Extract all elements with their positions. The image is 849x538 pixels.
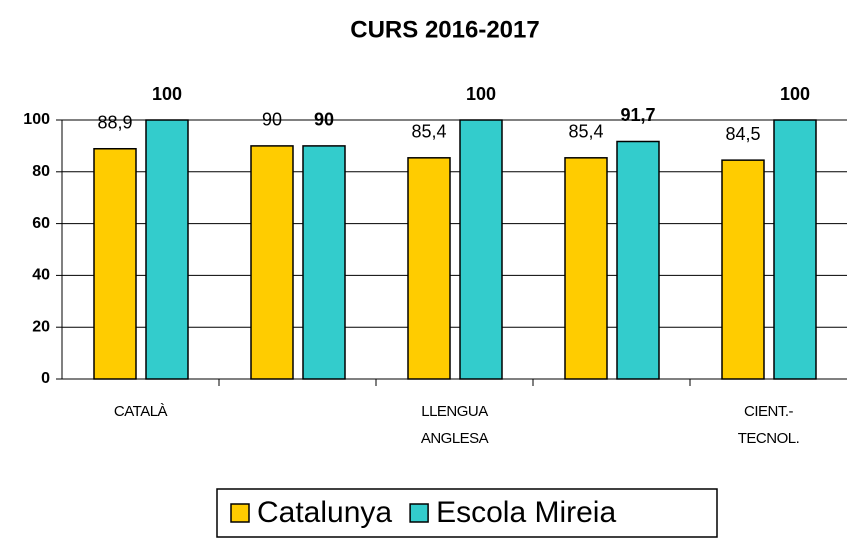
- legend-swatch: [230, 503, 250, 523]
- x-tick-label-line: CIENT.-: [744, 403, 794, 420]
- y-tick-label: 40: [32, 267, 50, 284]
- legend-swatch: [409, 503, 429, 523]
- data-label: 91,7: [620, 105, 655, 125]
- x-tick-label-line: TECNOL.: [738, 430, 800, 447]
- chart-title: CURS 2016-2017: [350, 16, 539, 43]
- x-tick-label: LLENGUA ANGLESA: [421, 403, 489, 447]
- bar: [616, 140, 660, 380]
- bar: [250, 145, 294, 380]
- data-label: 90: [314, 110, 334, 130]
- data-label: 100: [466, 84, 496, 104]
- y-tick-label: 20: [32, 318, 50, 335]
- x-tick-label-line: CATALÀ: [114, 403, 168, 420]
- legend-label: Catalunya: [257, 496, 392, 529]
- x-tick-label-line: ANGLESA: [421, 430, 489, 447]
- y-tick-label: 60: [32, 215, 50, 232]
- legend-label: Escola Mireia: [436, 496, 616, 529]
- bar: [459, 119, 503, 380]
- x-tick-label-line: LLENGUA: [421, 403, 488, 420]
- bar: [93, 147, 137, 380]
- data-label: 84,5: [725, 124, 760, 144]
- y-tick-label: 80: [32, 163, 50, 180]
- y-tick-label: 0: [41, 370, 50, 387]
- bar: [302, 145, 346, 380]
- data-label: 85,4: [411, 122, 446, 142]
- bar: [773, 119, 817, 380]
- bar: [407, 157, 451, 380]
- bar: [145, 119, 189, 380]
- data-label: 85,4: [568, 122, 603, 142]
- data-label: 100: [780, 84, 810, 104]
- data-label: 88,9: [97, 112, 132, 132]
- legend-box: [216, 488, 718, 538]
- bar: [564, 157, 608, 380]
- y-tick-label: 100: [23, 111, 50, 128]
- x-tick-label: CATALÀ: [114, 403, 168, 420]
- data-label: 90: [262, 110, 282, 130]
- data-label: 100: [152, 84, 182, 104]
- bar: [721, 159, 765, 380]
- x-tick-label: CIENT.- TECNOL.: [738, 403, 800, 447]
